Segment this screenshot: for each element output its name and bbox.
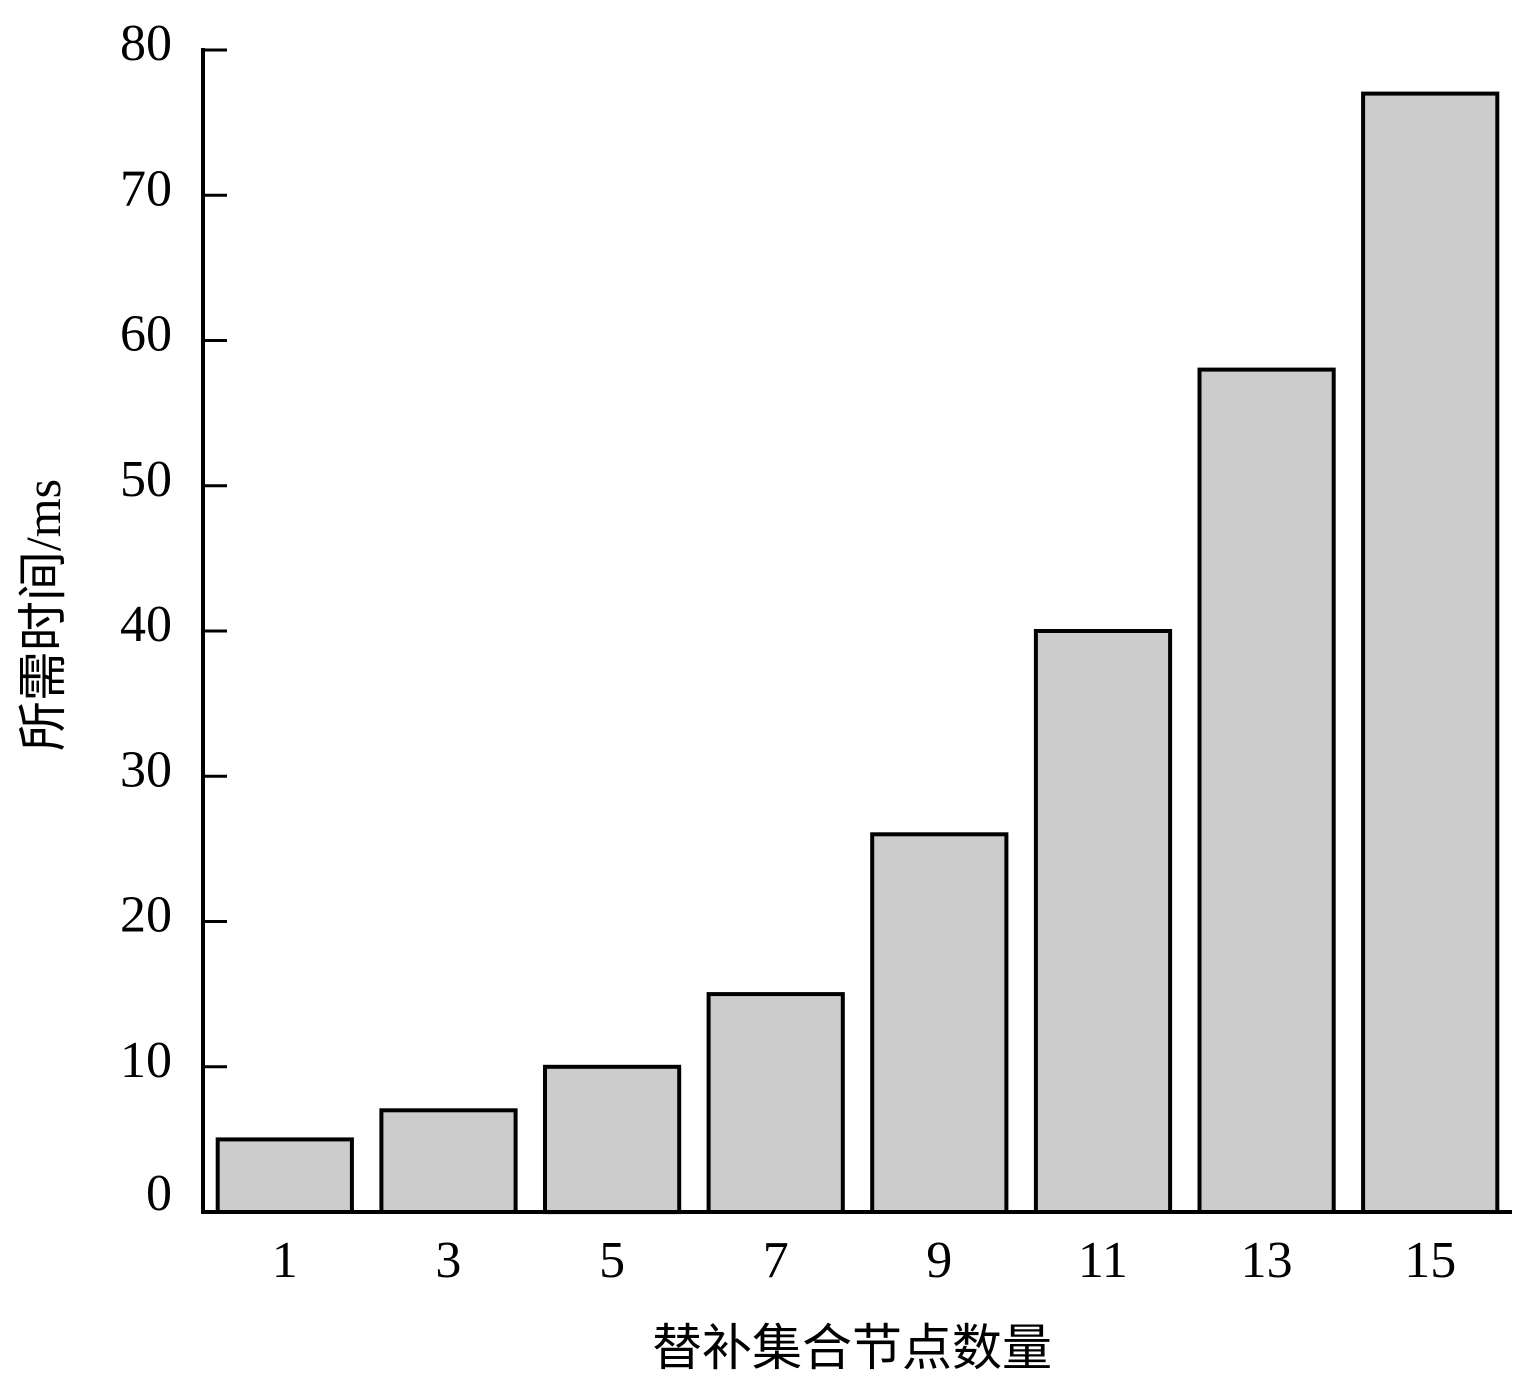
y-tick-label-70: 70 [120,160,172,217]
bar-15 [1361,91,1500,1215]
y-tick-label-80: 80 [120,15,172,72]
y-tick-label-60: 60 [120,306,172,363]
bars-group [215,91,1500,1215]
y-tick-label-0: 0 [146,1165,172,1222]
y-axis: 0 10 20 30 40 50 60 70 80 [120,15,227,1222]
x-tick-label-5: 5 [599,1232,625,1289]
bar-9 [870,832,1009,1214]
y-tick-label-40: 40 [120,596,172,653]
x-axis: 1 3 5 7 9 11 13 15 [201,1210,1512,1289]
y-tick-label-30: 30 [120,741,172,798]
bar-3 [379,1108,518,1215]
bar-11 [1033,629,1173,1214]
x-tick-label-13: 13 [1241,1232,1293,1289]
bar-13 [1197,367,1336,1215]
x-tick-label-3: 3 [435,1232,461,1289]
bar-5 [543,1064,682,1215]
y-axis-title: 所需时间/ms [15,479,71,751]
bar-1 [215,1137,354,1215]
y-tick-label-50: 50 [120,451,172,508]
bar-7 [706,992,845,1214]
x-tick-label-11: 11 [1078,1232,1128,1289]
x-tick-label-9: 9 [926,1232,952,1289]
y-tick-label-10: 10 [120,1032,172,1089]
y-tick-label-20: 20 [120,887,172,944]
x-tick-label-15: 15 [1404,1232,1456,1289]
x-tick-label-1: 1 [272,1232,298,1289]
x-tick-label-7: 7 [763,1232,789,1289]
x-axis-title: 替补集合节点数量 [652,1320,1052,1376]
